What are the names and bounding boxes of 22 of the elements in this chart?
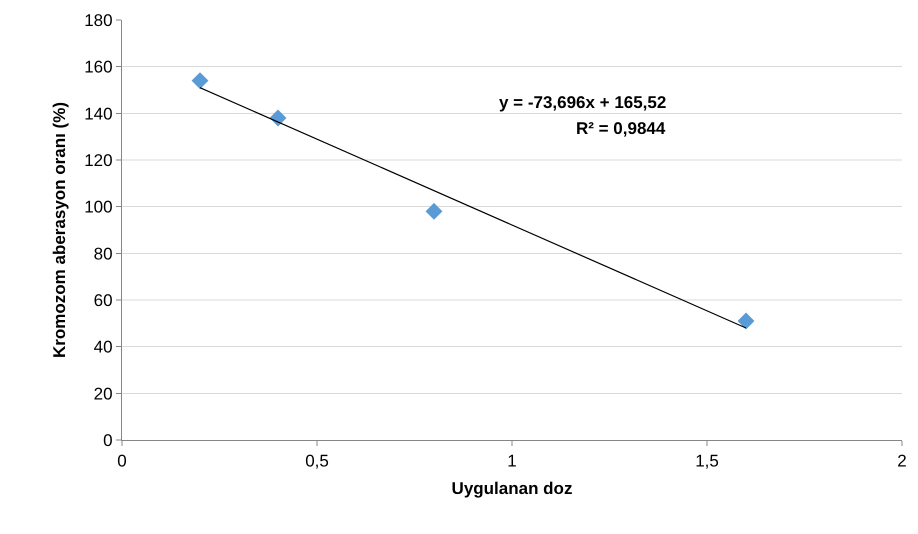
y-tick-label: 0 — [103, 430, 113, 450]
x-tick-label: 2 — [897, 451, 907, 470]
y-tick-label: 60 — [94, 290, 113, 310]
x-tick-label: 0,5 — [305, 451, 329, 470]
x-tick-label: 0 — [117, 451, 127, 470]
y-tick-label: 120 — [84, 150, 113, 170]
x-axis-title: Uygulanan doz — [452, 478, 572, 498]
y-tick-label: 40 — [94, 338, 113, 357]
y-tick-label: 20 — [94, 384, 113, 404]
y-axis-title: Kromozom aberasyon oranı (%) — [50, 102, 69, 358]
annotation: R² = 0,9844 — [576, 119, 666, 138]
y-tick-label: 100 — [84, 198, 113, 217]
x-tick-label: 1,5 — [695, 451, 719, 470]
annotation: y = -73,696x + 165,52 — [499, 93, 666, 112]
x-tick-label: 1 — [507, 451, 517, 470]
point — [426, 202, 442, 220]
y-tick-label: 80 — [94, 244, 113, 264]
y-tick-label: 180 — [84, 10, 113, 30]
point — [738, 312, 754, 330]
y-tick-label: 140 — [84, 104, 113, 124]
y-tick-label: 160 — [84, 58, 113, 77]
point — [192, 72, 208, 90]
